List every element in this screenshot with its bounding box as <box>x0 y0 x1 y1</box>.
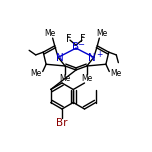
Text: B: B <box>73 42 79 52</box>
Text: −: − <box>77 40 84 49</box>
Text: +: + <box>96 50 102 59</box>
Text: F: F <box>66 34 72 44</box>
Text: Me: Me <box>110 69 122 78</box>
Text: F: F <box>80 34 86 44</box>
Text: Me: Me <box>30 69 42 78</box>
Text: N: N <box>56 53 64 63</box>
Text: N: N <box>88 53 96 63</box>
Text: Me: Me <box>44 29 55 38</box>
Text: ·: · <box>67 32 71 42</box>
Text: Me: Me <box>81 74 93 83</box>
Text: Me: Me <box>59 74 71 83</box>
Text: ·: · <box>81 32 85 42</box>
Text: Br: Br <box>56 118 68 128</box>
Text: Me: Me <box>97 29 108 38</box>
